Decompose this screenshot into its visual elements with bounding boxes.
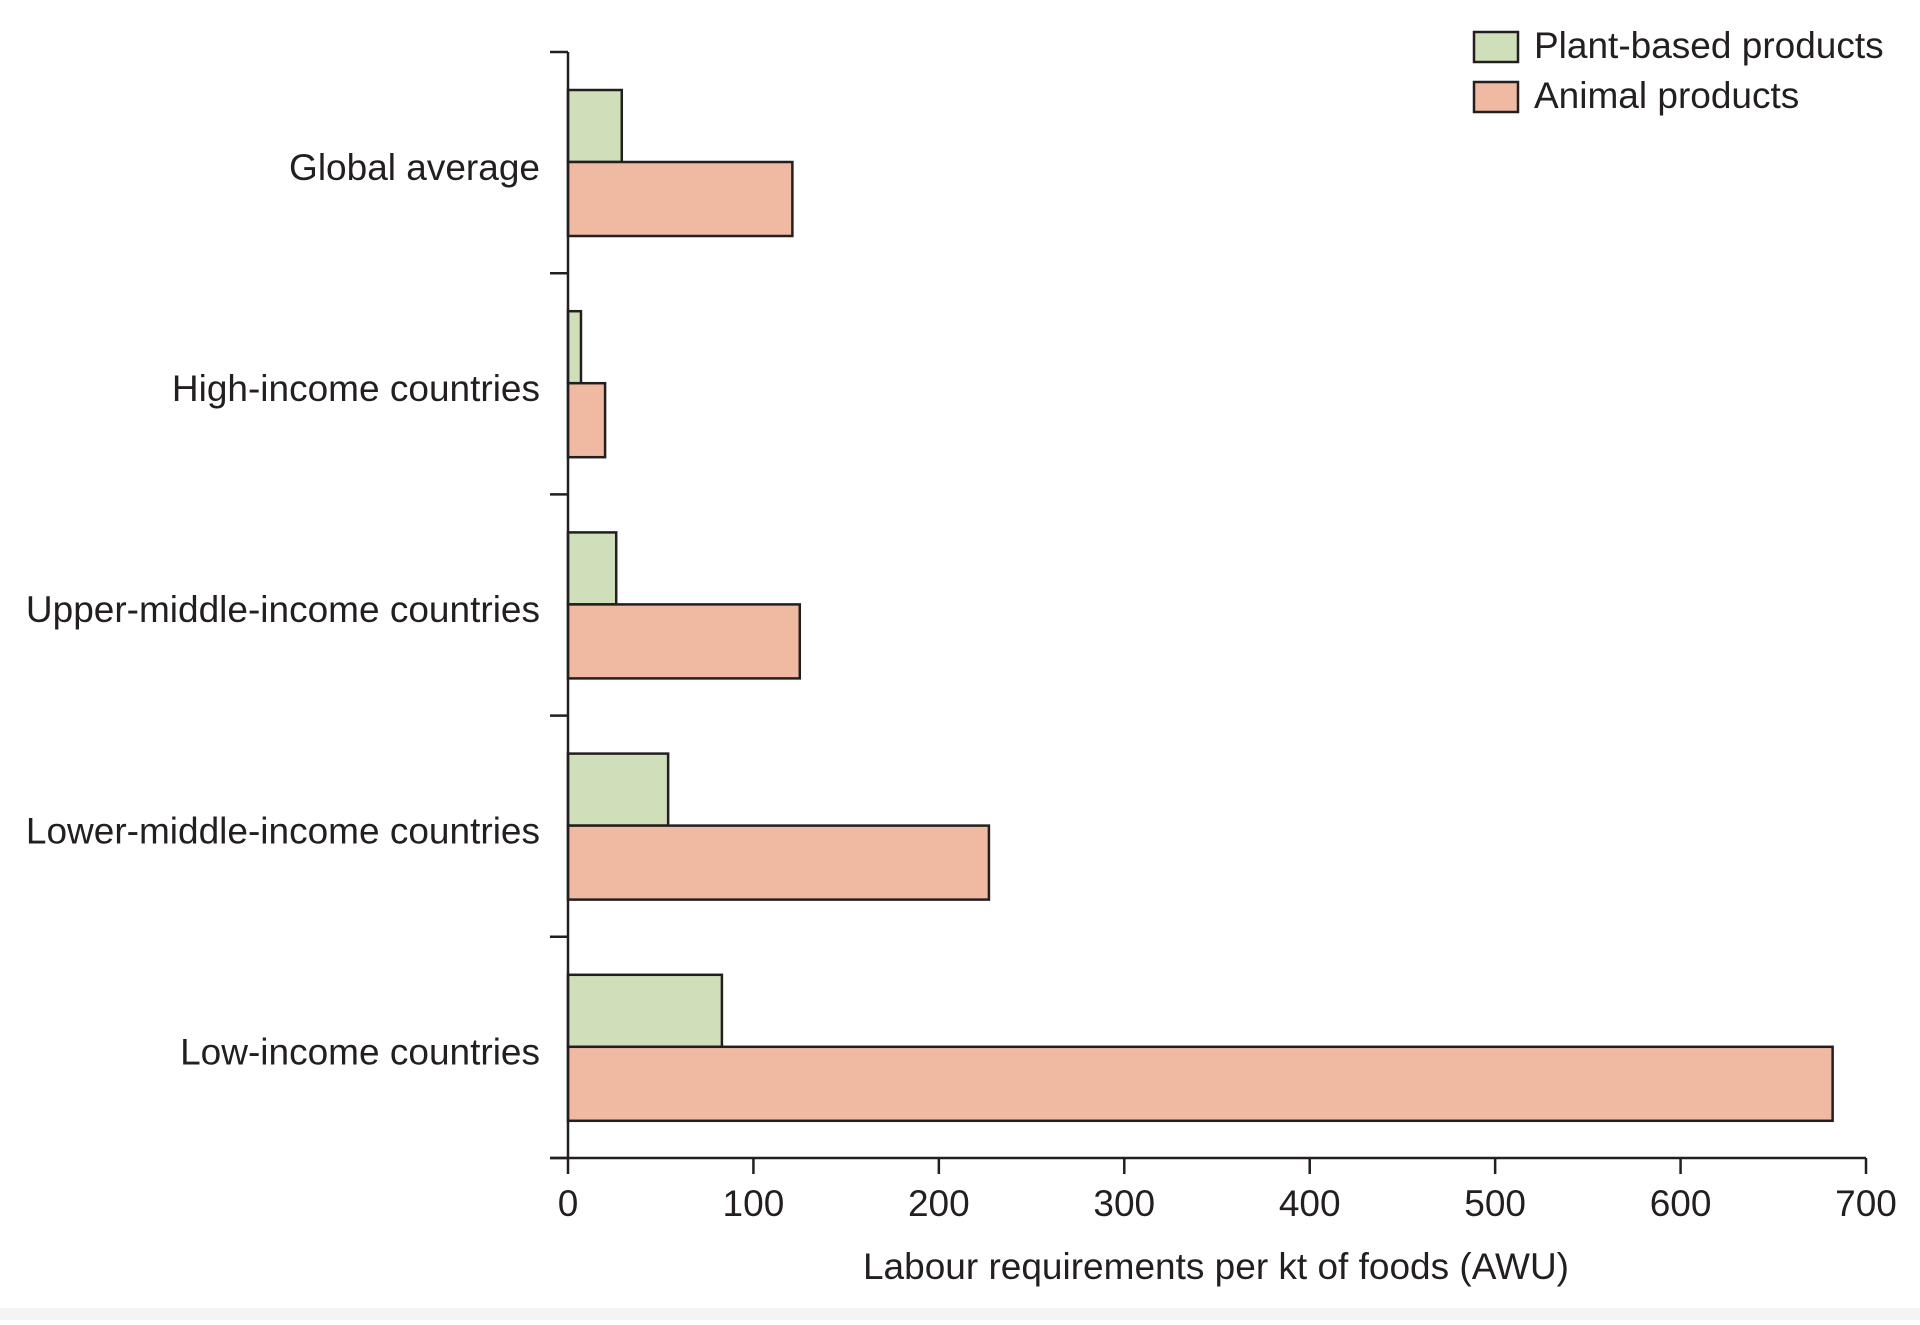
category-label: Upper-middle-income countries: [26, 589, 540, 630]
legend-label: Animal products: [1534, 75, 1799, 116]
x-tick-label: 300: [1093, 1183, 1155, 1224]
bar-plant-based: [566, 531, 618, 606]
bar-animal: [566, 381, 607, 459]
category-label: Low-income countries: [180, 1032, 540, 1073]
bottom-strip: [0, 1308, 1920, 1320]
category-label: Lower-middle-income countries: [26, 810, 540, 851]
x-tick-label: 100: [723, 1183, 785, 1224]
legend-swatch: [1472, 80, 1520, 114]
x-tick-label: 600: [1650, 1183, 1712, 1224]
bar-plant-based: [566, 973, 724, 1049]
x-tick-labels: 0 100 200 300 400 500 600 700: [558, 1183, 1897, 1224]
x-tick-label: 200: [908, 1183, 970, 1224]
x-tick-label: 500: [1464, 1183, 1526, 1224]
x-tick-label: 400: [1279, 1183, 1341, 1224]
bar-animal: [566, 603, 802, 680]
legend-swatch: [1472, 30, 1520, 64]
bar-plant-based: [566, 88, 624, 164]
category-label: High-income countries: [172, 368, 540, 409]
bars-layer: [566, 88, 1834, 1123]
legend-label: Plant-based products: [1534, 25, 1884, 66]
category-label: Global average: [289, 147, 540, 188]
x-axis-title: Labour requirements per kt of foods (AWU…: [863, 1246, 1569, 1287]
bar-animal: [566, 824, 991, 901]
legend: Plant-based products Animal products: [1472, 25, 1884, 116]
axes-layer: [550, 50, 1868, 1174]
category-labels: Global average High-income countries Upper…: [26, 147, 540, 1073]
x-tick-label: 700: [1835, 1183, 1897, 1224]
bar-plant-based: [566, 752, 670, 827]
x-tick-label: 0: [558, 1183, 579, 1224]
bar-animal: [566, 1045, 1834, 1123]
bar-plant-based: [566, 309, 583, 385]
bar-animal: [566, 160, 794, 238]
